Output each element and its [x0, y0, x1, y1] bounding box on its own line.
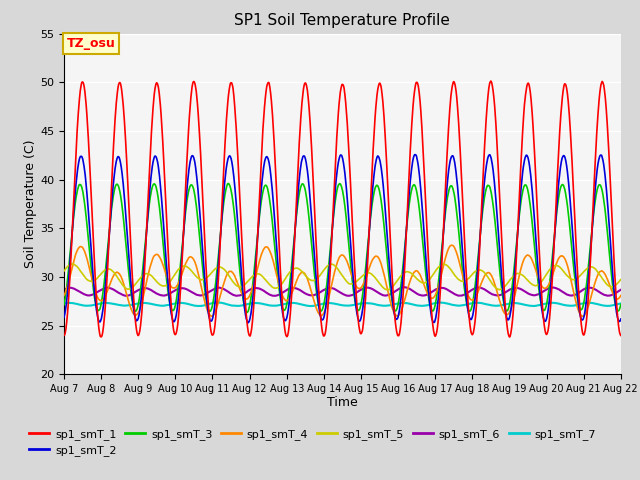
sp1_smT_7	[429, 300, 437, 306]
Line: sp1_smT_2: sp1_smT_2	[64, 155, 621, 323]
sp1_smT_1	[552, 215, 559, 221]
sp1_smT_5	[171, 272, 179, 277]
sp1_smT_4	[184, 256, 191, 262]
sp1_smT_1	[170, 330, 178, 336]
sp1_smT_5	[384, 287, 392, 293]
sp1_smT_3	[247, 296, 255, 301]
sp1_smT_6	[502, 289, 510, 295]
sp1_smT_3	[502, 308, 510, 313]
sp1_smT_6	[184, 287, 191, 293]
sp1_smT_1	[617, 333, 625, 338]
sp1_smT_7	[214, 300, 222, 305]
sp1_smT_7	[502, 301, 510, 307]
Line: sp1_smT_5: sp1_smT_5	[64, 264, 621, 290]
sp1_smT_1	[502, 312, 509, 317]
sp1_smT_1	[60, 333, 68, 338]
sp1_smT_5	[552, 263, 559, 268]
Text: TZ_osu: TZ_osu	[67, 37, 116, 50]
sp1_smT_1	[506, 334, 513, 340]
sp1_smT_3	[224, 180, 232, 186]
Title: SP1 Soil Temperature Profile: SP1 Soil Temperature Profile	[234, 13, 451, 28]
Line: sp1_smT_6: sp1_smT_6	[64, 287, 621, 296]
Y-axis label: Soil Temperature (C): Soil Temperature (C)	[24, 140, 37, 268]
sp1_smT_5	[60, 268, 68, 274]
sp1_smT_7	[184, 301, 191, 307]
sp1_smT_6	[271, 293, 278, 299]
Line: sp1_smT_1: sp1_smT_1	[64, 81, 621, 337]
sp1_smT_4	[579, 313, 587, 319]
sp1_smT_4	[617, 293, 625, 299]
sp1_smT_1	[429, 322, 436, 327]
sp1_smT_1	[184, 140, 191, 146]
sp1_smT_3	[170, 306, 178, 312]
sp1_smT_7	[552, 300, 559, 306]
sp1_smT_7	[307, 303, 315, 309]
sp1_smT_5	[184, 265, 192, 271]
sp1_smT_6	[246, 287, 254, 292]
sp1_smT_4	[170, 285, 178, 291]
sp1_smT_4	[60, 293, 68, 299]
sp1_smT_1	[246, 333, 254, 339]
sp1_smT_1	[487, 78, 495, 84]
sp1_smT_4	[429, 295, 436, 301]
sp1_smT_4	[448, 242, 456, 248]
sp1_smT_6	[401, 284, 409, 290]
sp1_smT_3	[429, 307, 437, 313]
sp1_smT_4	[246, 292, 254, 298]
sp1_smT_5	[68, 261, 76, 267]
sp1_smT_4	[502, 312, 509, 317]
sp1_smT_2	[411, 152, 419, 157]
sp1_smT_2	[60, 314, 68, 320]
sp1_smT_7	[246, 300, 254, 306]
sp1_smT_5	[246, 276, 254, 281]
sp1_smT_2	[184, 177, 191, 183]
sp1_smT_2	[552, 221, 559, 227]
sp1_smT_6	[60, 287, 68, 293]
sp1_smT_2	[429, 319, 437, 325]
sp1_smT_4	[551, 264, 559, 270]
sp1_smT_3	[617, 301, 625, 307]
sp1_smT_2	[502, 313, 510, 319]
Line: sp1_smT_4: sp1_smT_4	[64, 245, 621, 316]
Legend: sp1_smT_1, sp1_smT_2, sp1_smT_3, sp1_smT_4, sp1_smT_5, sp1_smT_6, sp1_smT_7: sp1_smT_1, sp1_smT_2, sp1_smT_3, sp1_smT…	[25, 424, 600, 460]
sp1_smT_5	[502, 282, 510, 288]
sp1_smT_2	[246, 313, 254, 319]
sp1_smT_2	[170, 319, 178, 324]
Line: sp1_smT_7: sp1_smT_7	[64, 302, 621, 306]
sp1_smT_3	[243, 310, 250, 315]
sp1_smT_3	[184, 192, 191, 198]
sp1_smT_6	[617, 287, 625, 293]
X-axis label: Time: Time	[327, 396, 358, 408]
sp1_smT_3	[60, 302, 68, 308]
sp1_smT_2	[617, 316, 625, 322]
sp1_smT_2	[244, 320, 252, 325]
sp1_smT_3	[552, 222, 559, 228]
sp1_smT_7	[60, 300, 68, 306]
sp1_smT_6	[170, 288, 178, 294]
sp1_smT_6	[429, 288, 437, 294]
sp1_smT_6	[552, 285, 559, 291]
sp1_smT_7	[170, 301, 178, 307]
sp1_smT_7	[617, 300, 625, 306]
sp1_smT_5	[429, 271, 437, 277]
sp1_smT_5	[617, 276, 625, 282]
Line: sp1_smT_3: sp1_smT_3	[64, 183, 621, 312]
